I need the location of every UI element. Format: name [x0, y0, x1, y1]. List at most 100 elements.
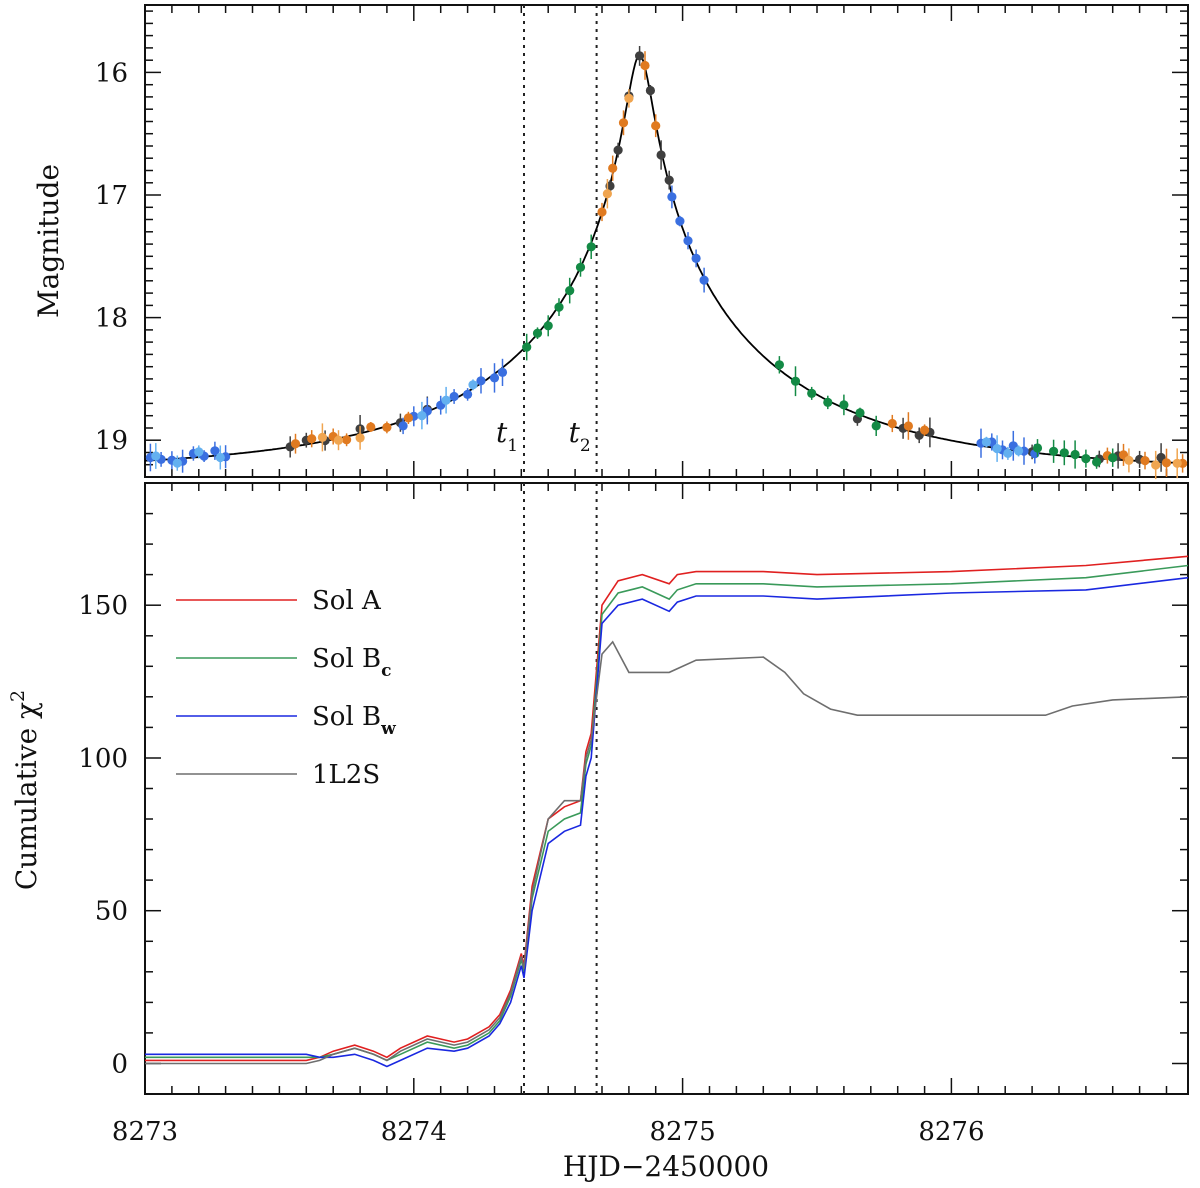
dataset-gray-point	[645, 85, 656, 96]
dataset-green-point	[823, 397, 833, 407]
dataset-blue-point	[683, 236, 693, 246]
chi2-line-sol-bw	[145, 576, 1189, 1068]
dataset-gray-point	[656, 150, 666, 160]
dataset-blue-point	[489, 373, 500, 383]
bottom-panel-frame	[144, 482, 1189, 1095]
dataset-blue-point	[398, 421, 408, 431]
chi2-line-sol-bc	[145, 564, 1189, 1062]
bottom-y-axis-label: Cumulative χ2	[7, 690, 43, 890]
legend-label: Sol Bc	[312, 644, 392, 681]
dataset-light-orange-point	[317, 432, 327, 442]
chi2-line-1l2s	[145, 640, 1189, 1065]
dataset-light-blue-point	[172, 458, 182, 468]
bottom-y-tick-label: 0	[111, 1050, 128, 1080]
model-curve	[144, 54, 1189, 465]
dataset-light-orange-point	[1172, 458, 1182, 468]
x-tick-labels: 8273 8274 8275 8276	[112, 1117, 985, 1147]
dataset-green-point	[565, 286, 575, 296]
dataset-blue-point	[497, 367, 508, 377]
dataset-light-blue-point	[1003, 448, 1013, 458]
top-ticks	[144, 5, 1188, 477]
bottom-panel: 0 50 100 150 8273 8274 8275 8276 Sol A Sol Bc So…	[7, 482, 1189, 1183]
t1-subscript: 1	[507, 436, 518, 456]
dataset-gray-point	[635, 51, 645, 61]
dataset-green-point	[554, 302, 564, 312]
dataset-light-blue-point	[981, 437, 992, 447]
t2-subscript: 2	[580, 436, 591, 456]
dataset-green-point	[543, 321, 553, 331]
dataset-light-orange-point	[1124, 455, 1134, 465]
dataset-blue-point	[210, 446, 220, 456]
bottom-y-tick-label: 100	[78, 744, 128, 774]
dataset-green-point	[1092, 457, 1102, 467]
dataset-orange-point	[887, 418, 897, 429]
bottom-y-tick-labels: 0 50 100 150	[78, 591, 128, 1079]
dataset-light-orange-point	[1151, 460, 1161, 470]
bottom-y-tick-label: 150	[78, 591, 128, 621]
photometry-points	[145, 46, 1188, 480]
dataset-green-point	[1049, 446, 1059, 456]
dataset-blue-point	[675, 216, 685, 226]
dataset-green-point	[575, 262, 586, 272]
dataset-green-point	[839, 400, 849, 410]
top-y-axis-label: Magnitude	[32, 164, 65, 318]
dataset-orange-point	[1140, 456, 1150, 466]
time-annotations: t1 t2	[496, 416, 591, 456]
chi2-series-lines	[145, 555, 1189, 1068]
x-axis-label: HJD−2450000	[563, 1150, 769, 1183]
dataset-green-point	[1059, 448, 1069, 458]
dataset-green-point	[532, 328, 543, 338]
dataset-blue-point	[476, 376, 486, 386]
dataset-light-orange-point	[355, 433, 365, 443]
dataset-green-point	[1081, 454, 1091, 464]
dataset-light-orange-point	[333, 435, 344, 445]
dataset-blue-point	[449, 391, 459, 402]
chi2-line-sol-a	[145, 555, 1189, 1062]
dataset-green-point	[790, 376, 801, 386]
dataset-green-point	[1070, 449, 1080, 460]
dataset-blue-point	[463, 389, 473, 399]
x-tick-label: 8275	[650, 1117, 716, 1147]
bottom-y-tick-label: 50	[95, 897, 128, 927]
bottom-reference-lines	[523, 483, 598, 1094]
x-tick-label: 8274	[381, 1117, 447, 1147]
dataset-orange-point	[608, 163, 618, 173]
dataset-blue-point	[691, 253, 701, 263]
legend-label: Sol A	[312, 586, 382, 616]
x-tick-label: 8276	[918, 1117, 984, 1147]
dataset-gray-point	[613, 145, 623, 155]
dataset-green-point	[774, 360, 785, 370]
dataset-light-blue-point	[417, 411, 427, 421]
top-y-tick-labels: 16 17 18 19	[95, 58, 128, 456]
legend: Sol A Sol Bc Sol Bw 1L2S	[176, 586, 396, 790]
dataset-light-blue-point	[992, 444, 1002, 454]
dataset-orange-point	[920, 425, 930, 435]
dataset-orange-point	[366, 422, 376, 432]
dataset-light-blue-point	[1014, 446, 1024, 456]
dataset-orange-point	[382, 422, 392, 432]
top-y-tick-label: 19	[95, 426, 128, 456]
top-reference-lines	[523, 5, 598, 477]
dataset-light-blue-point	[215, 452, 225, 463]
dataset-green-point	[855, 408, 865, 418]
dataset-green-point	[1032, 443, 1043, 453]
top-y-tick-label: 18	[95, 304, 128, 334]
t1-label: t1	[496, 416, 518, 456]
dataset-orange-point	[618, 118, 629, 128]
dataset-orange-point	[403, 413, 413, 423]
dataset-orange-point	[903, 421, 914, 431]
x-tick-label: 8273	[112, 1117, 178, 1147]
dataset-orange-point	[640, 60, 650, 71]
top-y-tick-label: 17	[95, 181, 128, 211]
dataset-blue-point	[699, 275, 709, 285]
dataset-orange-point	[307, 434, 317, 444]
dataset-green-point	[871, 421, 881, 431]
top-y-tick-label: 16	[95, 58, 128, 88]
dataset-gray-point	[664, 175, 674, 185]
dataset-light-blue-point	[194, 447, 204, 457]
top-panel: 16 17 18 19 t1 t2 Magnitude	[32, 4, 1189, 480]
legend-label: Sol Bw	[312, 702, 396, 739]
dataset-light-blue-point	[151, 451, 161, 461]
dataset-orange-point	[1161, 458, 1172, 468]
